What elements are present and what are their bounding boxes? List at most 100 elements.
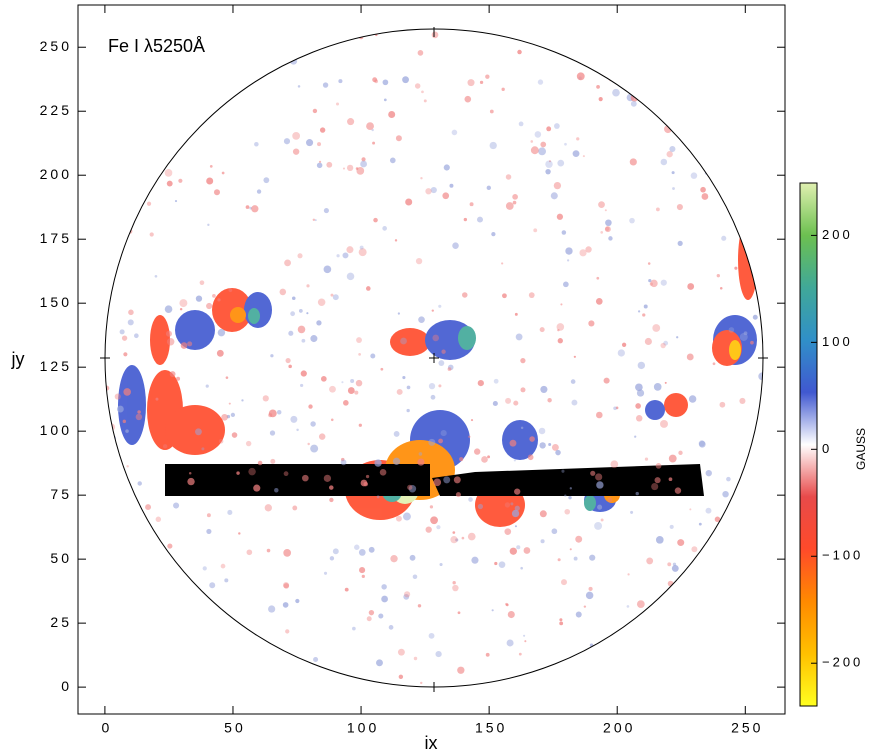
speckle — [187, 341, 193, 347]
speckle — [347, 387, 355, 394]
speckle — [256, 189, 262, 194]
speckle — [576, 72, 585, 81]
speckle — [360, 160, 367, 168]
speckle — [290, 415, 298, 423]
speckle — [341, 381, 344, 384]
speckle — [461, 536, 465, 540]
speckle — [608, 236, 613, 241]
speckle — [565, 247, 573, 255]
speckle — [238, 532, 241, 535]
colorbar-tick-label: 0 — [822, 441, 832, 456]
x-tick-label: 0 — [101, 720, 112, 736]
speckle — [630, 100, 637, 107]
speckle — [207, 223, 210, 227]
speckle — [588, 586, 593, 591]
speckle — [551, 443, 559, 451]
speckle — [538, 147, 546, 156]
speckle — [752, 314, 758, 320]
speckle — [600, 518, 604, 522]
speckle — [263, 177, 270, 184]
speckle — [493, 378, 499, 384]
speckle — [691, 546, 698, 553]
speckle — [596, 481, 604, 489]
magnetogram — [105, 29, 763, 687]
speckle — [518, 652, 522, 656]
speckle — [430, 394, 436, 400]
speckle — [646, 557, 654, 565]
speckle — [705, 507, 712, 514]
speckle — [126, 465, 129, 468]
speckle — [432, 334, 440, 342]
speckle — [154, 274, 158, 278]
speckle — [318, 433, 326, 440]
speckle — [228, 288, 233, 293]
speckle — [329, 485, 334, 490]
speckle — [155, 397, 159, 401]
speckle — [540, 385, 548, 393]
speckle — [589, 554, 596, 561]
y-tick-label: 100 — [40, 422, 72, 438]
speckle — [205, 384, 209, 388]
speckle — [468, 435, 471, 438]
speckle — [371, 128, 374, 132]
speckle — [705, 469, 712, 477]
x-tick-label: 150 — [475, 720, 507, 736]
speckle — [382, 79, 389, 86]
speckle — [395, 135, 402, 142]
speckle — [463, 217, 468, 222]
speckle — [605, 219, 612, 227]
speckle — [561, 230, 567, 235]
speckle — [513, 400, 519, 406]
colorbar — [799, 182, 818, 707]
speckle — [698, 440, 706, 448]
speckle — [283, 138, 291, 145]
speckle — [644, 457, 649, 461]
speckle — [329, 497, 334, 503]
speckle — [510, 502, 514, 506]
speckle — [635, 383, 643, 392]
speckle — [392, 457, 401, 465]
speckle — [443, 164, 450, 171]
speckle — [330, 293, 334, 297]
speckle — [199, 280, 205, 286]
x-axis-label: ix — [425, 733, 438, 753]
speckle — [195, 428, 202, 436]
speckle — [379, 469, 387, 476]
speckle — [423, 99, 427, 103]
speckle — [468, 497, 473, 502]
speckle — [363, 481, 369, 487]
speckle — [359, 567, 366, 574]
speckle — [649, 282, 653, 286]
speckle — [594, 521, 603, 530]
speckle — [346, 272, 355, 281]
speckle — [583, 605, 587, 608]
speckle — [637, 361, 646, 370]
speckle — [545, 168, 551, 175]
speckle — [516, 545, 521, 550]
speckle — [439, 562, 443, 567]
speckle — [332, 548, 339, 555]
speckle — [518, 121, 524, 127]
speckle — [137, 410, 141, 414]
speckle — [253, 484, 261, 492]
speckle — [297, 85, 301, 88]
speckle — [637, 310, 641, 313]
speckle — [674, 487, 682, 494]
speckle — [343, 400, 349, 406]
speckle — [206, 302, 213, 310]
speckle — [388, 110, 396, 118]
speckle — [571, 399, 578, 406]
speckle — [655, 462, 662, 469]
speckle — [447, 367, 452, 371]
speckle — [652, 324, 661, 332]
speckle — [669, 145, 676, 153]
speckle — [590, 470, 596, 476]
speckle — [644, 337, 652, 346]
speckle — [629, 158, 637, 166]
speckle — [566, 259, 570, 262]
speckle — [137, 481, 142, 486]
speckle — [245, 440, 252, 447]
speckle — [290, 311, 296, 317]
speckle — [366, 122, 374, 130]
speckle — [514, 488, 521, 495]
